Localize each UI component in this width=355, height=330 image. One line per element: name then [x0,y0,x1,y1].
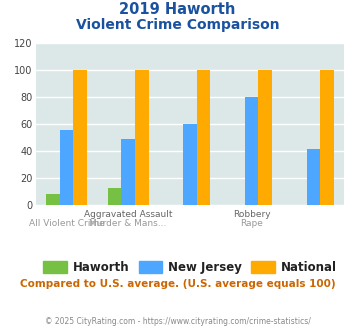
Bar [183,124,197,205]
Bar [320,70,334,205]
Bar [135,70,148,205]
Bar [258,70,272,205]
Text: Violent Crime Comparison: Violent Crime Comparison [76,18,279,32]
Bar [73,70,87,205]
Bar [46,194,60,205]
Legend: Haworth, New Jersey, National: Haworth, New Jersey, National [38,256,342,278]
Bar [121,139,135,205]
Text: Compared to U.S. average. (U.S. average equals 100): Compared to U.S. average. (U.S. average … [20,279,335,289]
Bar [60,130,73,205]
Bar [108,188,121,205]
Text: Aggravated Assault: Aggravated Assault [84,210,173,218]
Bar [307,149,320,205]
Text: All Violent Crime: All Violent Crime [28,219,104,228]
Text: 2019 Haworth: 2019 Haworth [119,2,236,16]
Text: Murder & Mans...: Murder & Mans... [89,219,167,228]
Bar [197,70,210,205]
Bar [245,97,258,205]
Text: Robbery: Robbery [233,210,271,218]
Text: © 2025 CityRating.com - https://www.cityrating.com/crime-statistics/: © 2025 CityRating.com - https://www.city… [45,317,310,326]
Text: Rape: Rape [240,219,263,228]
